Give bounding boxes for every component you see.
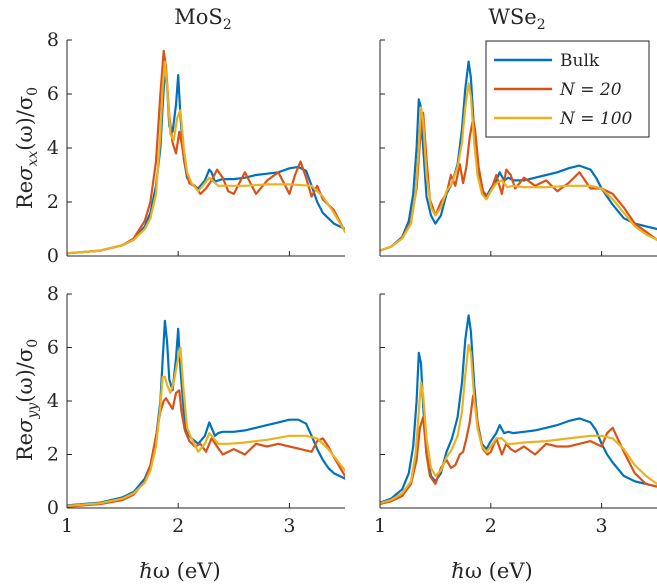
x-tick-label: 3 [283,515,295,537]
panel-4 [380,314,657,506]
legend-label: Bulk [560,51,600,71]
x-tick-label: 1 [374,515,386,537]
col-title-wse2: WSe2 [488,5,545,33]
panels: 0 2 4 6 8 0 2 4 6 8 1 2 3 1 2 3 [47,29,657,537]
x-tick-label: 1 [61,515,73,537]
series-line-bulk [67,319,345,507]
series-line-n20 [67,389,345,508]
panel-3-axes: 0 2 4 6 8 1 2 3 [47,283,345,537]
y-tick-label: 2 [47,191,59,213]
legend-label: N = 20 [559,80,622,100]
panel-2 [380,60,657,252]
series-line-n100 [67,346,345,507]
series-line-n100 [380,82,657,252]
panel-1 [67,49,345,255]
series-line-bulk [67,68,345,255]
legend: Bulk N = 20 N = 100 [485,40,650,138]
panel-4-axes: 1 2 3 [374,293,657,537]
ylabel-sigma-xx: Reσxx(ω)/σ0 [13,87,41,209]
x-tick-label: 2 [172,515,184,537]
series-line-n20 [380,394,657,506]
series-line-n100 [380,343,657,505]
ylabel-sigma-yy: Reσyy(ω)/σ0 [13,339,41,461]
y-tick-label: 8 [47,29,59,51]
panel-2-axes [379,39,657,257]
y-tick-label: 4 [47,390,59,412]
col-title-mos2: MoS2 [174,5,231,33]
y-tick-label: 0 [47,245,59,267]
series-line-bulk [380,314,657,504]
panel-1-axes: 0 2 4 6 8 [47,29,345,267]
legend-label: N = 100 [559,109,633,129]
x-tick-label: 3 [596,515,608,537]
y-tick-label: 0 [47,497,59,519]
x-tick-label: 2 [485,515,497,537]
xlabel-left: ℏω (eV) [139,559,220,583]
y-tick-label: 6 [47,337,59,359]
xlabel-right: ℏω (eV) [451,559,532,583]
panel-3 [67,319,345,508]
series-line-n20 [67,49,345,255]
y-tick-label: 2 [47,444,59,466]
y-tick-label: 6 [47,83,59,105]
y-tick-label: 4 [47,137,59,159]
series-line-n100 [67,60,345,255]
y-tick-label: 8 [47,283,59,305]
